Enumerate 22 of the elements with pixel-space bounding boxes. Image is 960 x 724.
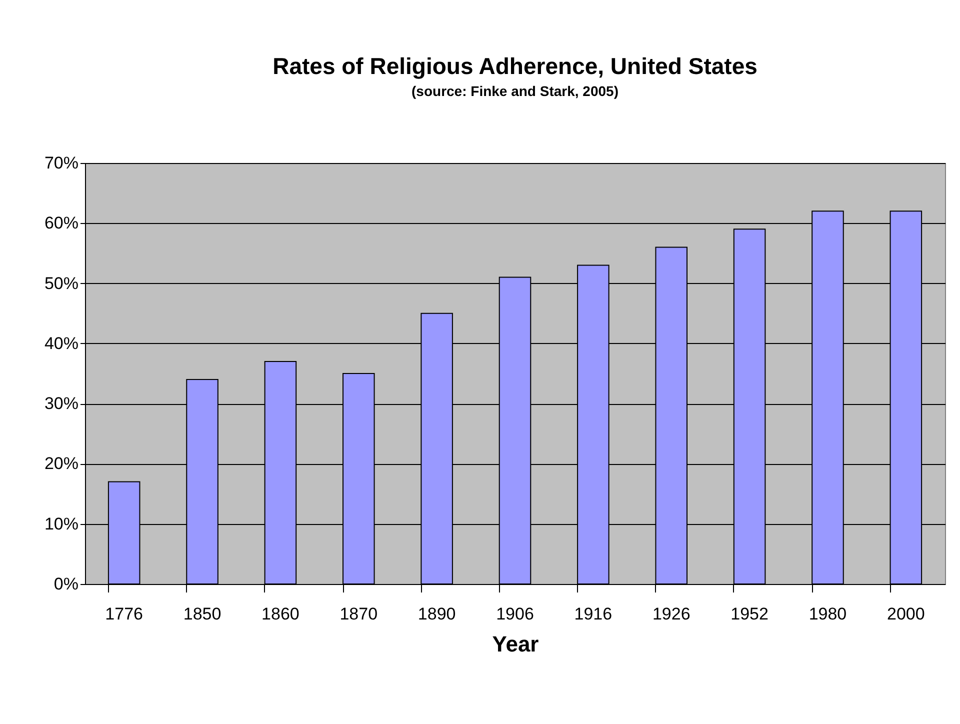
y-tick-label: 10% [44, 514, 78, 534]
y-tick-label: 50% [44, 274, 78, 293]
x-tick-label: 1926 [652, 604, 690, 624]
x-tick-label: 1850 [183, 604, 222, 624]
x-tick-label: 1906 [496, 604, 534, 624]
y-tick-label: 30% [44, 394, 78, 414]
x-tick-label: 1860 [262, 604, 300, 624]
x-tick-label: 1952 [730, 604, 768, 624]
x-tick-label: 1776 [105, 604, 144, 624]
y-tick-label: 40% [44, 334, 78, 353]
x-tick-label: 2000 [886, 604, 925, 624]
y-tick-label: 70% [44, 154, 78, 172]
x-tick-label: 1916 [574, 604, 612, 624]
chart-title: Rates of Religious Adherence, United States [272, 53, 758, 79]
y-tick-label: 0% [54, 574, 78, 594]
y-tick-label: 60% [44, 214, 78, 233]
y-tick-label: 20% [44, 454, 78, 474]
x-tick-label: 1870 [340, 604, 378, 624]
x-tick-label: 1890 [418, 604, 456, 624]
chart-subtitle: (source: Finke and Stark, 2005) [412, 83, 618, 99]
x-tick-label: 1980 [808, 604, 847, 624]
x-axis-title: Year [492, 632, 540, 656]
